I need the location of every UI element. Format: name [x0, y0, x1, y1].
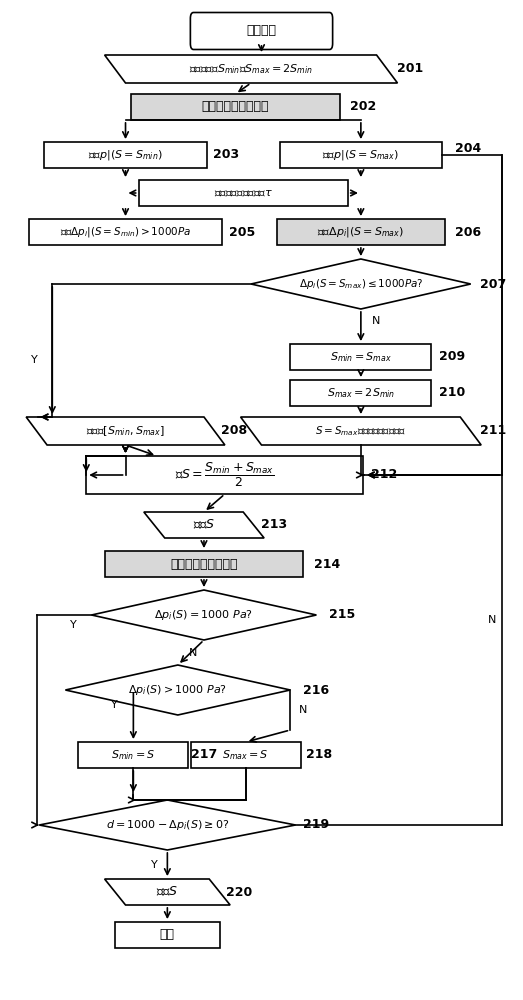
Text: 求得$p|(S=S_{max})$: 求得$p|(S=S_{max})$ [322, 148, 400, 162]
Polygon shape [251, 259, 471, 309]
Polygon shape [241, 417, 481, 445]
Text: 214: 214 [314, 558, 340, 570]
Polygon shape [92, 590, 316, 640]
Text: 211: 211 [480, 424, 506, 438]
Text: Y: Y [70, 620, 76, 630]
Text: 203: 203 [213, 148, 240, 161]
Bar [131, 94, 340, 120]
Bar [290, 380, 431, 406]
Text: 则输出$[S_{min},S_{max}]$: 则输出$[S_{min},S_{max}]$ [86, 424, 165, 438]
Text: 开始程序: 开始程序 [246, 24, 277, 37]
Text: 218: 218 [306, 748, 332, 762]
Text: N: N [299, 705, 308, 715]
Bar [290, 344, 431, 370]
Polygon shape [39, 800, 295, 850]
Text: $S_{max}=2S_{min}$: $S_{max}=2S_{min}$ [327, 386, 395, 400]
Polygon shape [105, 879, 230, 905]
Bar [86, 456, 363, 494]
Text: Y: Y [31, 355, 37, 365]
Text: N: N [372, 316, 381, 326]
Text: 212: 212 [371, 468, 397, 482]
Bar [105, 551, 303, 577]
Bar [277, 219, 445, 245]
Text: 207: 207 [480, 277, 506, 290]
Text: N: N [189, 648, 198, 658]
Bar [78, 742, 188, 768]
Text: 求得$\Delta p_i|(S=S_{max})$: 求得$\Delta p_i|(S=S_{max})$ [317, 225, 404, 239]
Text: 204: 204 [455, 142, 481, 155]
Text: $S=S_{max}$输入列车动力学模型: $S=S_{max}$输入列车动力学模型 [315, 424, 406, 438]
Text: $S_{max}=S$: $S_{max}=S$ [222, 748, 269, 762]
FancyBboxPatch shape [190, 12, 333, 49]
Text: 213: 213 [262, 518, 288, 532]
Text: Y: Y [151, 860, 157, 870]
Text: $S_{min}=S$: $S_{min}=S$ [111, 748, 155, 762]
Bar [115, 922, 220, 948]
Text: 205: 205 [229, 226, 255, 238]
Text: 210: 210 [439, 386, 465, 399]
Text: 209: 209 [439, 351, 465, 363]
Text: $S_{min}=S_{max}$: $S_{min}=S_{max}$ [330, 350, 392, 364]
Text: 219: 219 [303, 818, 329, 832]
Text: 220: 220 [226, 886, 252, 898]
Text: 217: 217 [191, 748, 217, 762]
Text: $\Delta p_i(S)=1000\ Pa$?: $\Delta p_i(S)=1000\ Pa$? [154, 608, 254, 622]
Bar [280, 142, 442, 168]
Text: 输入$S$: 输入$S$ [193, 518, 215, 532]
Text: N: N [487, 615, 496, 625]
Polygon shape [65, 665, 290, 715]
Bar [139, 180, 348, 206]
Text: $\Delta p_i(S=S_{max})\leq 1000Pa$?: $\Delta p_i(S=S_{max})\leq 1000Pa$? [299, 277, 423, 291]
Text: 求得$\Delta p_i|(S=S_{min})>1000Pa$: 求得$\Delta p_i|(S=S_{min})>1000Pa$ [60, 225, 191, 239]
Text: Y: Y [111, 700, 117, 710]
Text: 结束: 结束 [160, 928, 175, 942]
Text: 输入预设值$S_{min}$，$S_{max}=2S_{min}$: 输入预设值$S_{min}$，$S_{max}=2S_{min}$ [189, 62, 313, 76]
Text: 215: 215 [329, 608, 356, 621]
Polygon shape [144, 512, 264, 538]
Bar [29, 219, 222, 245]
Polygon shape [26, 417, 225, 445]
Bar [191, 742, 301, 768]
Text: 输出$S$: 输出$S$ [156, 885, 178, 899]
Text: 空气动力学计算模型: 空气动力学计算模型 [201, 101, 269, 113]
Text: $\Delta p_i(S)>1000\ Pa$?: $\Delta p_i(S)>1000\ Pa$? [128, 683, 228, 697]
Text: $令S=\dfrac{S_{min}+S_{max}}{2}$: $令S=\dfrac{S_{min}+S_{max}}{2}$ [175, 461, 275, 489]
Bar [44, 142, 207, 168]
Text: 201: 201 [397, 62, 424, 76]
Text: 216: 216 [303, 684, 329, 696]
Text: $d=1000-\Delta p_i(S)\geq 0$?: $d=1000-\Delta p_i(S)\geq 0$? [106, 818, 229, 832]
Text: 已知列车密封性指数$\tau$: 已知列车密封性指数$\tau$ [214, 188, 272, 198]
Text: 空气动力学计算模型: 空气动力学计算模型 [170, 558, 238, 570]
Polygon shape [105, 55, 397, 83]
Text: 202: 202 [350, 101, 377, 113]
Text: 208: 208 [221, 424, 247, 438]
Text: 206: 206 [455, 226, 481, 238]
Text: 求得$p|(S=S_{min})$: 求得$p|(S=S_{min})$ [88, 148, 163, 162]
